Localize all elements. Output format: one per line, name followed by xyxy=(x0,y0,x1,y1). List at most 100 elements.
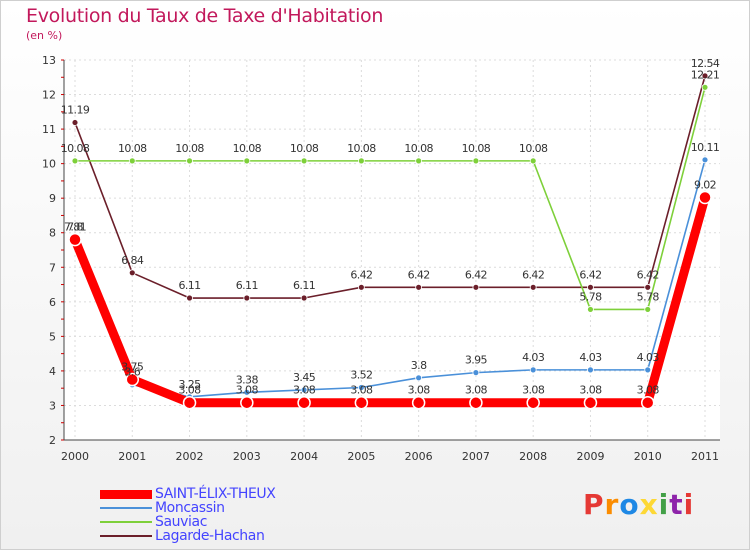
data-point-lagarde-hachan xyxy=(71,119,79,126)
data-point-moncassin xyxy=(644,366,652,374)
x-tick-label: 2009 xyxy=(576,450,604,463)
y-tick-label: 6 xyxy=(49,296,56,309)
data-point-sauviac xyxy=(529,157,537,165)
data-point-sauviac xyxy=(415,157,423,165)
data-label-lagarde-hachan: 6.11 xyxy=(293,279,315,292)
y-tick-label: 13 xyxy=(42,54,56,67)
data-label-lagarde-hachan: 11.19 xyxy=(61,104,90,117)
data-point-sauviac xyxy=(701,83,709,91)
data-label-lagarde-hachan: 6.11 xyxy=(178,279,200,292)
data-label-saint-lix-theux: 3.08 xyxy=(236,384,259,397)
data-point-sauviac xyxy=(128,157,136,165)
data-point-saint-lix-theux xyxy=(411,395,426,410)
y-tick-label: 9 xyxy=(49,192,56,205)
data-label-saint-lix-theux: 3.08 xyxy=(579,384,602,397)
data-label-moncassin: 3.6 xyxy=(124,366,140,379)
legend-swatch-sauviac xyxy=(100,521,152,523)
x-tick-label: 2008 xyxy=(519,450,547,463)
data-label-saint-lix-theux: 3.08 xyxy=(465,384,488,397)
data-label-saint-lix-theux: 3.08 xyxy=(408,384,431,397)
data-label-moncassin: 10.11 xyxy=(691,141,720,154)
legend-item-saint-elix-theux: SAINT-ÉLIX-THEUX xyxy=(100,486,276,502)
legend-swatch-lagarde-hachan xyxy=(100,535,152,537)
x-tick-label: 2001 xyxy=(118,450,146,463)
data-label-lagarde-hachan: 12.54 xyxy=(691,57,720,70)
data-label-moncassin: 3.38 xyxy=(236,373,259,386)
data-label-moncassin: 3.95 xyxy=(465,354,488,367)
x-tick-label: 2010 xyxy=(634,450,662,463)
data-label-sauviac: 5.78 xyxy=(637,290,660,303)
data-point-sauviac xyxy=(644,306,652,313)
data-point-sauviac xyxy=(243,157,251,165)
x-tick-label: 2005 xyxy=(347,450,375,463)
logo-letter: i xyxy=(658,488,670,521)
legend-label: Moncassin xyxy=(155,500,225,516)
chart-title: Evolution du Taux de Taxe d'Habitation xyxy=(26,5,384,27)
y-tick-label: 11 xyxy=(42,123,56,136)
data-label-sauviac: 10.08 xyxy=(404,142,433,155)
data-point-saint-lix-theux xyxy=(125,372,140,387)
data-label-sauviac: 10.08 xyxy=(462,142,491,155)
x-tick-label: 2000 xyxy=(61,450,89,463)
logo-letter: r xyxy=(604,488,620,521)
series-line-saint-lix-theux xyxy=(70,196,710,408)
data-label-moncassin: 3.25 xyxy=(178,378,201,391)
data-point-moncassin xyxy=(587,366,594,374)
data-label-sauviac: 10.08 xyxy=(290,142,319,155)
data-label-lagarde-hachan: 6.42 xyxy=(465,268,487,281)
data-point-lagarde-hachan xyxy=(587,283,594,291)
data-label-sauviac: 10.08 xyxy=(233,142,262,155)
data-label-sauviac: 10.08 xyxy=(118,142,147,155)
data-label-lagarde-hachan: 6.84 xyxy=(121,254,144,267)
legend-item-lagarde-hachan: Lagarde-Hachan xyxy=(100,528,265,544)
legend-swatch-saint-elix-theux xyxy=(100,489,152,499)
data-label-sauviac: 10.08 xyxy=(519,142,548,155)
data-label-saint-lix-theux: 3.08 xyxy=(522,384,545,397)
data-point-saint-lix-theux xyxy=(698,190,712,205)
data-label-sauviac: 10.08 xyxy=(175,142,204,155)
data-label-moncassin: 7.81 xyxy=(64,220,86,233)
data-point-saint-lix-theux xyxy=(354,395,369,410)
logo-letter: o xyxy=(619,488,640,521)
data-point-moncassin xyxy=(415,374,423,382)
data-point-lagarde-hachan xyxy=(128,269,136,277)
data-point-lagarde-hachan xyxy=(701,72,709,80)
data-label-moncassin: 4.03 xyxy=(522,351,545,364)
legend-item-sauviac: Sauviac xyxy=(100,514,207,530)
legend-label: Lagarde-Hachan xyxy=(155,528,265,544)
plot-area xyxy=(64,60,720,440)
data-point-lagarde-hachan xyxy=(415,283,423,291)
x-tick-label: 2002 xyxy=(176,450,204,463)
data-label-saint-lix-theux: 9.02 xyxy=(694,178,716,191)
data-point-lagarde-hachan xyxy=(186,294,193,302)
data-label-saint-lix-theux: 7.8 xyxy=(67,221,83,234)
legend-label: SAINT-ÉLIX-THEUX xyxy=(155,486,276,502)
data-point-saint-lix-theux xyxy=(526,395,540,410)
data-point-moncassin xyxy=(300,386,308,394)
data-label-saint-lix-theux: 3.08 xyxy=(350,384,373,397)
x-tick-label: 2007 xyxy=(462,450,490,463)
data-label-moncassin: 3.45 xyxy=(293,371,316,384)
logo-letter: P xyxy=(583,488,605,521)
data-label-moncassin: 4.03 xyxy=(637,351,660,364)
data-point-saint-lix-theux xyxy=(469,395,483,410)
data-point-saint-lix-theux xyxy=(583,395,598,410)
data-point-sauviac xyxy=(587,306,594,313)
data-label-lagarde-hachan: 6.42 xyxy=(408,268,430,281)
data-point-sauviac xyxy=(472,157,480,165)
data-label-sauviac: 5.78 xyxy=(579,290,602,303)
data-label-moncassin: 3.52 xyxy=(350,368,372,381)
x-tick-label: 2004 xyxy=(290,450,318,463)
data-label-saint-lix-theux: 3.08 xyxy=(178,384,201,397)
data-label-saint-lix-theux: 3.08 xyxy=(293,384,316,397)
data-label-lagarde-hachan: 6.42 xyxy=(522,268,544,281)
y-tick-label: 2 xyxy=(49,434,56,447)
y-tick-label: 7 xyxy=(49,261,56,274)
data-point-lagarde-hachan xyxy=(644,283,652,291)
data-label-lagarde-hachan: 6.42 xyxy=(579,268,601,281)
data-label-sauviac: 10.08 xyxy=(347,142,376,155)
series-line-lagarde-hachan xyxy=(74,75,706,299)
data-point-sauviac xyxy=(71,157,79,165)
data-label-lagarde-hachan: 6.11 xyxy=(236,279,258,292)
logo-letter: t xyxy=(669,488,684,521)
